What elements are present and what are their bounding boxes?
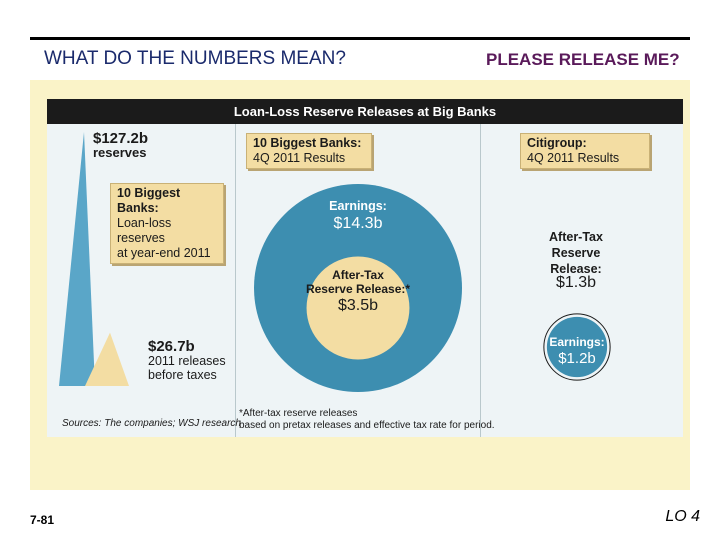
reserves-note: $127.2b reserves — [93, 130, 149, 160]
citi-release-ring — [543, 313, 611, 381]
citi-earnings-label: Earnings: — [549, 335, 605, 349]
releases-note: $26.7b 2011 releases before taxes — [148, 338, 226, 382]
releases-sublabel-2: before taxes — [148, 368, 217, 382]
slide-title-left: WHAT DO THE NUMBERS MEAN? — [44, 48, 346, 69]
releases-value: $26.7b — [148, 338, 195, 355]
panel2-heading-1: 10 Biggest Banks: — [253, 136, 362, 150]
panel-divider-1 — [235, 124, 236, 437]
citi-release-value: $1.3b — [555, 274, 597, 291]
reserves-sublabel: reserves — [93, 145, 147, 160]
aftertax-release-label: After-Tax Reserve Release:* — [305, 268, 411, 296]
slide-title-right: PLEASE RELEASE ME? — [486, 50, 680, 69]
citi-earnings-value: $1.2b — [558, 350, 596, 367]
panel2-heading-2: 4Q 2011 Results — [253, 151, 346, 165]
learning-objective: LO 4 — [665, 508, 700, 525]
panel1-heading-3: at year-end 2011 — [117, 246, 211, 260]
citi-earnings-circle — [543, 313, 611, 381]
panel3-heading-box: Citigroup: 4Q 2011 Results — [520, 133, 650, 169]
panel2-heading-box: 10 Biggest Banks: 4Q 2011 Results — [246, 133, 372, 169]
panel1-heading-box: 10 Biggest Banks: Loan-loss reserves at … — [110, 183, 224, 264]
releases-spike — [85, 332, 129, 386]
panel1-heading-2: Loan-loss reserves — [117, 216, 172, 245]
earnings-label: Earnings: — [329, 199, 387, 213]
panel-divider-2 — [480, 124, 481, 437]
panel1-heading-1: 10 Biggest Banks: — [117, 186, 181, 215]
reserves-value: $127.2b — [93, 130, 149, 147]
chart-title: Loan-Loss Reserve Releases at Big Banks — [47, 99, 683, 124]
panel3-heading-1: Citigroup: — [527, 136, 587, 150]
panel3-heading-2: 4Q 2011 Results — [527, 151, 620, 165]
reserves-spike — [59, 132, 95, 386]
citi-earnings-disc — [546, 316, 608, 378]
aftertax-release-value: $3.5b — [337, 297, 379, 314]
earnings-value: $14.3b — [333, 215, 383, 232]
source-note: Sources: The companies; WSJ research — [62, 418, 241, 429]
citi-release-label: After-Tax Reserve Release: — [549, 230, 603, 276]
aftertax-release-circle — [306, 256, 410, 360]
footnote: *After-tax reserve releases based on pre… — [239, 408, 495, 431]
header-rule — [30, 37, 690, 40]
page-number: 7-81 — [30, 513, 55, 527]
releases-sublabel-1: 2011 releases — [148, 354, 226, 368]
earnings-circles — [254, 184, 462, 392]
reserve-spikes — [59, 132, 129, 386]
